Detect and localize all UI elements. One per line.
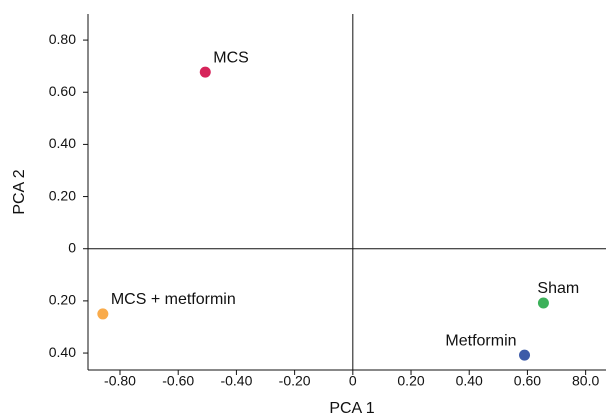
y-tick-label: 0.40	[49, 344, 76, 360]
y-tick-label: 0	[68, 239, 76, 255]
y-tick-label: 0.40	[49, 135, 76, 151]
x-tick-label: -0.40	[220, 373, 252, 389]
x-tick-label: -0.20	[279, 373, 311, 389]
y-tick-label: 0.60	[49, 83, 76, 99]
x-tick-label: -0.60	[162, 373, 194, 389]
y-axis-label: PCA 2	[11, 169, 28, 214]
point-label: Sham	[537, 280, 579, 297]
y-tick-label: 0.20	[49, 292, 76, 308]
point	[97, 308, 109, 320]
point	[537, 297, 549, 309]
y-tick-label: 0.80	[49, 31, 76, 47]
x-tick-label: 0.60	[514, 373, 541, 389]
x-tick-label: 0	[349, 373, 357, 389]
x-tick-label: 0.40	[456, 373, 483, 389]
point-label: MCS	[213, 49, 249, 66]
point	[519, 349, 531, 361]
x-tick-label: 0.20	[397, 373, 424, 389]
point-label: Metformin	[445, 332, 516, 349]
point-label: MCS + metformin	[111, 291, 236, 308]
x-tick-label: -0.80	[104, 373, 136, 389]
y-tick-label: 0.20	[49, 187, 76, 203]
x-axis-label: PCA 1	[329, 400, 374, 417]
x-tick-label: 80.0	[572, 373, 599, 389]
point	[199, 66, 211, 78]
